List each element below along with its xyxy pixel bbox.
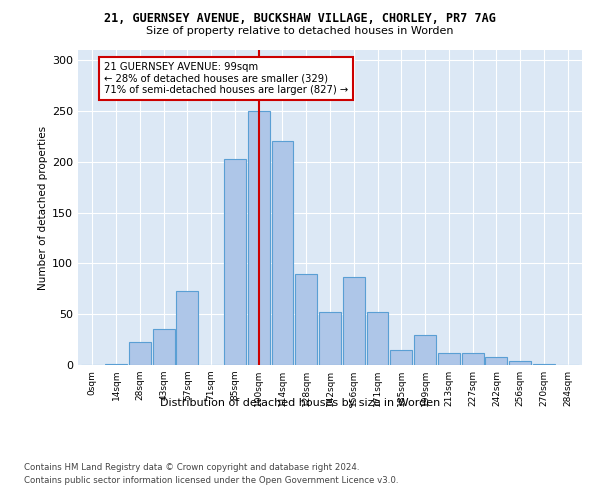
Text: Size of property relative to detached houses in Worden: Size of property relative to detached ho… bbox=[146, 26, 454, 36]
Bar bbox=[295, 274, 317, 365]
Bar bbox=[485, 357, 508, 365]
Bar bbox=[272, 142, 293, 365]
Bar bbox=[343, 276, 365, 365]
Text: Contains HM Land Registry data © Crown copyright and database right 2024.: Contains HM Land Registry data © Crown c… bbox=[24, 462, 359, 471]
Bar bbox=[391, 350, 412, 365]
Bar bbox=[367, 312, 388, 365]
Y-axis label: Number of detached properties: Number of detached properties bbox=[38, 126, 48, 290]
Bar bbox=[414, 334, 436, 365]
Text: Contains public sector information licensed under the Open Government Licence v3: Contains public sector information licen… bbox=[24, 476, 398, 485]
Bar bbox=[248, 111, 269, 365]
Text: Distribution of detached houses by size in Worden: Distribution of detached houses by size … bbox=[160, 398, 440, 407]
Bar bbox=[152, 330, 175, 365]
Bar bbox=[224, 158, 246, 365]
Text: 21, GUERNSEY AVENUE, BUCKSHAW VILLAGE, CHORLEY, PR7 7AG: 21, GUERNSEY AVENUE, BUCKSHAW VILLAGE, C… bbox=[104, 12, 496, 26]
Bar bbox=[438, 353, 460, 365]
Bar bbox=[176, 291, 198, 365]
Bar bbox=[509, 361, 531, 365]
Bar bbox=[129, 342, 151, 365]
Bar bbox=[319, 312, 341, 365]
Text: 21 GUERNSEY AVENUE: 99sqm
← 28% of detached houses are smaller (329)
71% of semi: 21 GUERNSEY AVENUE: 99sqm ← 28% of detac… bbox=[104, 62, 349, 96]
Bar bbox=[533, 364, 555, 365]
Bar bbox=[105, 364, 127, 365]
Bar bbox=[462, 353, 484, 365]
